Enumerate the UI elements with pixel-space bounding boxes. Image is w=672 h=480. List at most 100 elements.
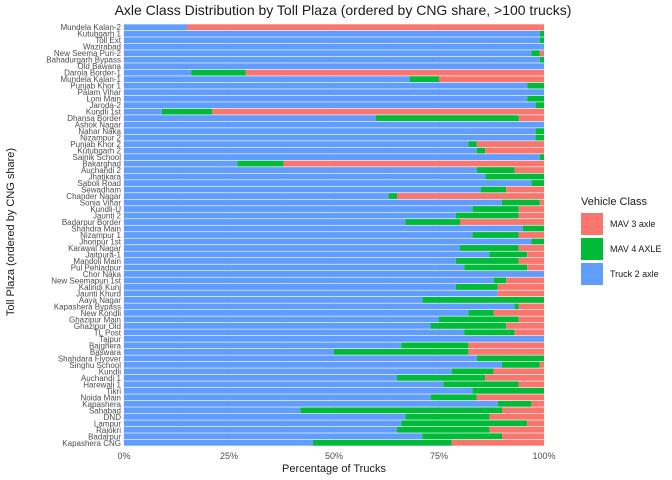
x-tick-labels: 0% 25% 50% 75% 100% bbox=[117, 451, 555, 461]
bar-segment bbox=[451, 368, 494, 375]
bar-segment bbox=[124, 381, 444, 388]
y-tick-label: Jaunti Khurd bbox=[76, 289, 121, 298]
bar-segment bbox=[245, 69, 545, 76]
bar-segment bbox=[468, 141, 477, 148]
x-tick-label: 75% bbox=[430, 451, 448, 461]
y-tick-label: Kundli bbox=[99, 367, 121, 376]
bar-segment bbox=[124, 76, 410, 83]
y-tick-label: Nizampur 1 bbox=[80, 231, 121, 240]
y-tick-label: Palam Vihar bbox=[78, 88, 122, 97]
bar-segment bbox=[468, 348, 544, 355]
bar-segment bbox=[124, 368, 452, 375]
bar-segment bbox=[124, 303, 515, 310]
bar-segment bbox=[460, 245, 519, 251]
bar-segment bbox=[539, 56, 544, 63]
y-tick-label: Kapashera CNG bbox=[62, 439, 121, 448]
bar-segment bbox=[124, 426, 397, 433]
bar-segment bbox=[124, 50, 532, 57]
bars-group bbox=[124, 24, 545, 446]
bar-segment bbox=[191, 69, 246, 76]
bar-segment bbox=[539, 30, 544, 37]
bar-segment bbox=[476, 394, 544, 401]
y-tick-label: Jaitpura-1 bbox=[85, 250, 121, 259]
bar-segment bbox=[422, 297, 544, 303]
bar-segment bbox=[493, 368, 544, 375]
bar-segment bbox=[472, 387, 544, 394]
y-axis-title: Toll Plaza (ordered by CNG share) bbox=[5, 148, 17, 316]
bar-segment bbox=[124, 342, 402, 349]
legend-title: Vehicle Class bbox=[581, 196, 648, 208]
y-tick-label: Auchandi 2 bbox=[81, 166, 122, 175]
bar-segment bbox=[313, 439, 452, 446]
bar-segment bbox=[397, 426, 490, 433]
y-tick-label: Pul Pehladpur bbox=[71, 263, 122, 272]
bar-segment bbox=[124, 186, 481, 193]
bar-segment bbox=[539, 199, 544, 206]
y-tick-label: Kapashera Bypass bbox=[54, 302, 121, 311]
bar-segment bbox=[401, 420, 528, 427]
bar-segment bbox=[531, 400, 544, 407]
y-tick-label: Sainik School bbox=[73, 153, 122, 162]
bar-segment bbox=[506, 186, 544, 193]
bar-segment bbox=[443, 381, 519, 388]
bar-segment bbox=[514, 167, 544, 173]
bar-segment bbox=[539, 361, 544, 368]
bar-segment bbox=[124, 24, 187, 31]
y-tick-label: Punjab Khor 1 bbox=[70, 82, 121, 91]
bar-segment bbox=[124, 219, 406, 225]
bar-segment bbox=[518, 303, 544, 310]
bar-segment bbox=[539, 37, 544, 44]
bar-segment bbox=[430, 394, 477, 401]
bar-segment bbox=[451, 439, 544, 446]
bar-segment bbox=[489, 413, 544, 420]
y-tick-label: New Seemapuri 1st bbox=[51, 276, 122, 285]
bar-segment bbox=[124, 134, 536, 141]
y-tick-label: Old Bawana bbox=[77, 62, 121, 71]
bar-segment bbox=[527, 264, 544, 271]
chart-title: Axle Class Distribution by Toll Plaza (o… bbox=[115, 2, 572, 18]
y-tick-label: Nahar Naka bbox=[78, 127, 121, 136]
bar-segment bbox=[497, 400, 532, 407]
bar-segment bbox=[124, 102, 536, 109]
bar-segment bbox=[124, 374, 397, 381]
y-tick-label: Kundli-U bbox=[90, 205, 121, 214]
y-tick-label: TL Post bbox=[94, 328, 122, 337]
y-tick-label: Kutubgarh 1 bbox=[77, 30, 121, 39]
y-tick-label: Mundela Kalan-2 bbox=[61, 23, 122, 32]
bar-segment bbox=[124, 232, 473, 238]
bar-segment bbox=[502, 199, 540, 206]
bar-segment bbox=[518, 258, 544, 264]
y-tick-label: Kalindi Kunj bbox=[79, 283, 121, 292]
bar-segment bbox=[124, 420, 402, 427]
bar-segment bbox=[518, 381, 544, 388]
y-tick-label: Baswara bbox=[90, 348, 122, 357]
bar-segment bbox=[124, 37, 540, 44]
bar-segment bbox=[124, 329, 465, 336]
y-tick-label: Toll Ext bbox=[95, 36, 122, 45]
bar-segment bbox=[376, 115, 519, 122]
bar-segment bbox=[124, 290, 498, 297]
bar-segment bbox=[405, 219, 460, 225]
bar-segment bbox=[124, 30, 540, 37]
bar-segment bbox=[523, 225, 544, 232]
bar-segment bbox=[124, 154, 540, 161]
y-tick-label: Wazirabad bbox=[83, 43, 121, 52]
bar-segment bbox=[124, 82, 528, 89]
bar-segment bbox=[539, 154, 544, 161]
bar-segment bbox=[124, 43, 544, 50]
bar-segment bbox=[502, 407, 544, 414]
bar-segment bbox=[485, 173, 544, 180]
bar-segment bbox=[527, 251, 544, 258]
bar-segment bbox=[124, 199, 502, 206]
bar-segment bbox=[401, 342, 469, 349]
bar-segment bbox=[497, 290, 544, 297]
y-tick-label: Sewadham bbox=[81, 186, 121, 195]
bar-segment bbox=[124, 115, 376, 122]
legend-swatch bbox=[581, 213, 603, 235]
bar-segment bbox=[455, 284, 498, 290]
y-tick-label: Jhatikara bbox=[89, 173, 122, 182]
bar-segment bbox=[476, 167, 515, 173]
bar-segment bbox=[124, 63, 544, 70]
bar-segment bbox=[531, 238, 544, 245]
